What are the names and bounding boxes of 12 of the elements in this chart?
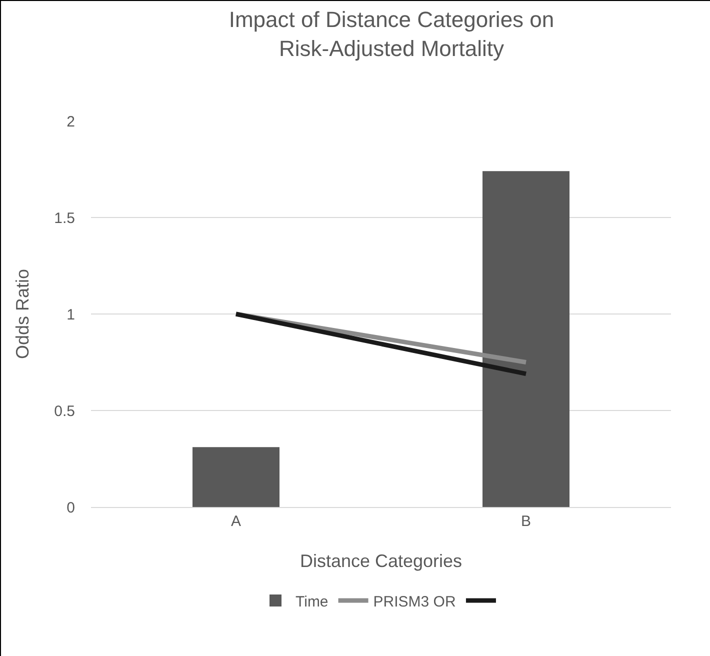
legend-label: Time — [296, 593, 328, 610]
x-axis-title: Distance Categories — [300, 551, 462, 572]
y-tick-label: 1.5 — [54, 210, 75, 227]
y-tick-label: 2 — [66, 113, 75, 130]
y-tick-label: 0.5 — [54, 402, 75, 420]
legend-label: PRISM3 OR — [373, 593, 456, 610]
chart-title: Impact of Distance Categories on Risk-Adjusted Mortality — [228, 7, 554, 61]
y-tick-label: 0 — [66, 499, 75, 516]
y-axis-title: Odds Ratio — [12, 268, 32, 360]
x-tick-label: B — [520, 513, 532, 530]
y-tick-label: 1 — [66, 306, 75, 324]
x-tick-label: A — [230, 513, 242, 530]
